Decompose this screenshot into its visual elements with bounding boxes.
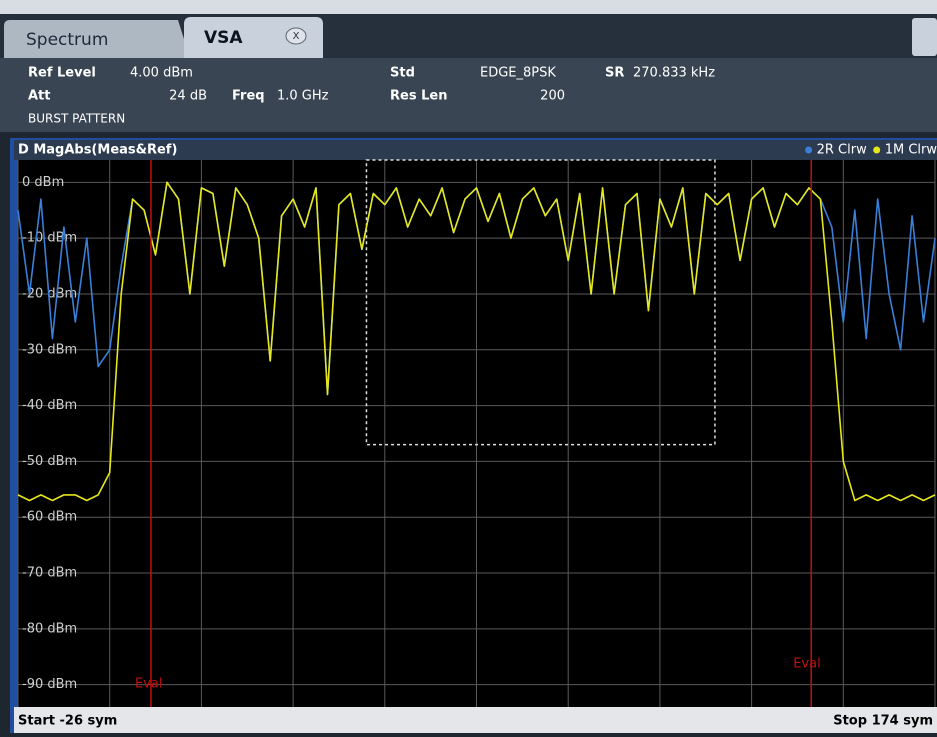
footer (14, 707, 937, 733)
info-value: 270.833 kHz (633, 66, 715, 81)
legend-swatch (805, 146, 813, 154)
y-tick-label: -70 dBm (22, 566, 77, 581)
tab-label: Spectrum (26, 30, 108, 50)
info-label: Std (390, 66, 415, 81)
stop-label: Stop 174 sym (833, 714, 933, 729)
trace-title-bar (14, 140, 937, 160)
plot-area (18, 160, 937, 707)
y-tick-label: -10 dBm (22, 231, 77, 246)
info-value: 200 (540, 89, 565, 104)
info-mode: BURST PATTERN (28, 112, 125, 126)
legend-label: 2R Clrw (817, 143, 867, 158)
start-label: Start -26 sym (18, 714, 117, 729)
y-tick-label: -90 dBm (22, 677, 77, 692)
y-tick-label: -20 dBm (22, 286, 77, 301)
info-texts: Ref Level 4.00 dBm Att 24 dB Freq 1.0 GH… (28, 66, 715, 126)
zoom-box (365, 159, 716, 446)
y-tick-label: -80 dBm (22, 621, 77, 636)
legend-label: 1M Clrw (885, 143, 937, 158)
close-button[interactable] (285, 27, 307, 45)
tab-spectrum[interactable] (4, 20, 190, 58)
y-tick-label: -30 dBm (22, 342, 77, 357)
info-panel (0, 58, 937, 132)
info-label: Att (28, 89, 51, 104)
trace (17, 181, 936, 502)
info-label: SR (605, 66, 624, 81)
y-tick-label: -40 dBm (22, 398, 77, 413)
tab-vsa[interactable] (184, 17, 323, 58)
info-value: 24 dB (169, 89, 207, 104)
info-value: 1.0 GHz (277, 89, 329, 104)
tab-label: VSA (204, 28, 243, 48)
y-tick-label: -50 dBm (22, 454, 77, 469)
eval-label: Eval (135, 677, 163, 692)
chart-title: D MagAbs(Meas&Ref) (18, 143, 177, 158)
y-tick-label: 0 dBm (22, 175, 64, 190)
info-value: EDGE_8PSK (480, 66, 556, 81)
legend: 1M Clrw 2R Clrw (805, 143, 937, 158)
top-strip (0, 0, 937, 14)
legend-swatch (873, 146, 881, 154)
info-value: 4.00 dBm (130, 66, 193, 81)
info-label: Freq (232, 89, 265, 104)
info-label: Ref Level (28, 66, 96, 81)
eval-label: Eval (793, 657, 821, 672)
y-tick-label: -60 dBm (22, 510, 77, 525)
close-icon: X (293, 31, 300, 42)
keyboard-button[interactable] (912, 18, 937, 56)
info-label: Res Len (390, 89, 447, 104)
